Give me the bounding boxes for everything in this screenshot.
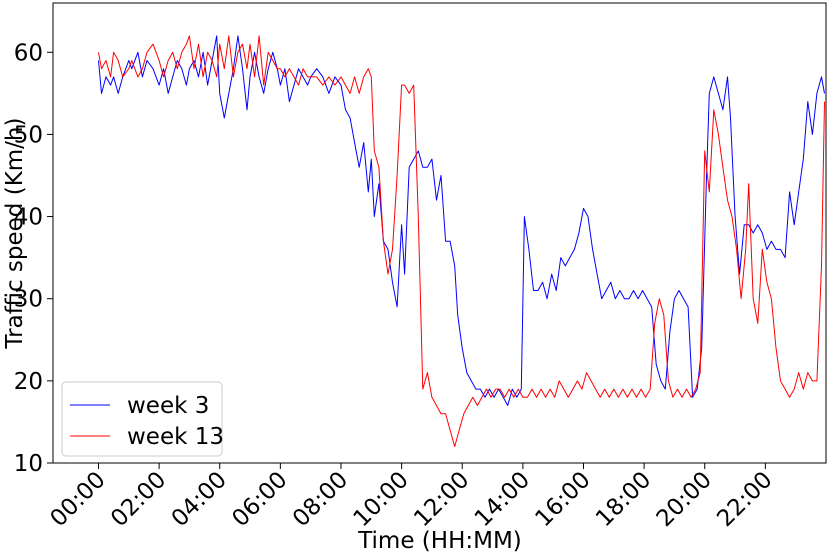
x-tick-label: 12:00 — [409, 467, 474, 532]
x-tick-label: 18:00 — [591, 467, 656, 532]
x-tick-label: 14:00 — [470, 467, 535, 532]
legend: week 3 week 13 — [61, 381, 224, 457]
x-tick-label: 10:00 — [349, 467, 414, 532]
x-tick-label: 20:00 — [652, 467, 717, 532]
legend-box — [61, 381, 223, 457]
y-tick-label: 60 — [14, 40, 43, 66]
series-line-week-3 — [98, 35, 825, 406]
x-tick-label: 22:00 — [712, 467, 777, 532]
x-tick-label: 08:00 — [288, 467, 353, 532]
x-axis: 00:0002:0004:0006:0008:0010:0012:0014:00… — [45, 463, 778, 532]
y-tick-label: 10 — [14, 451, 43, 477]
legend-label-week-13: week 13 — [127, 424, 224, 450]
x-axis-title: Time (HH:MM) — [357, 528, 522, 554]
y-axis: 10 20 30 40 50 60 — [14, 40, 53, 477]
x-tick-label: 00:00 — [45, 467, 110, 532]
y-tick-label: 50 — [14, 122, 43, 148]
x-tick-label: 16:00 — [530, 467, 595, 532]
x-tick-label: 06:00 — [227, 467, 292, 532]
y-tick-label: 20 — [14, 369, 43, 395]
x-tick-label: 02:00 — [106, 467, 171, 532]
series-line-week-13 — [98, 35, 825, 448]
y-tick-label: 30 — [14, 287, 43, 313]
legend-label-week-3: week 3 — [127, 393, 209, 419]
x-tick-label: 04:00 — [167, 467, 232, 532]
series-layer — [98, 35, 825, 448]
y-tick-label: 40 — [14, 205, 43, 231]
y-axis-title: Traffic speed (Km/h) — [2, 118, 28, 350]
